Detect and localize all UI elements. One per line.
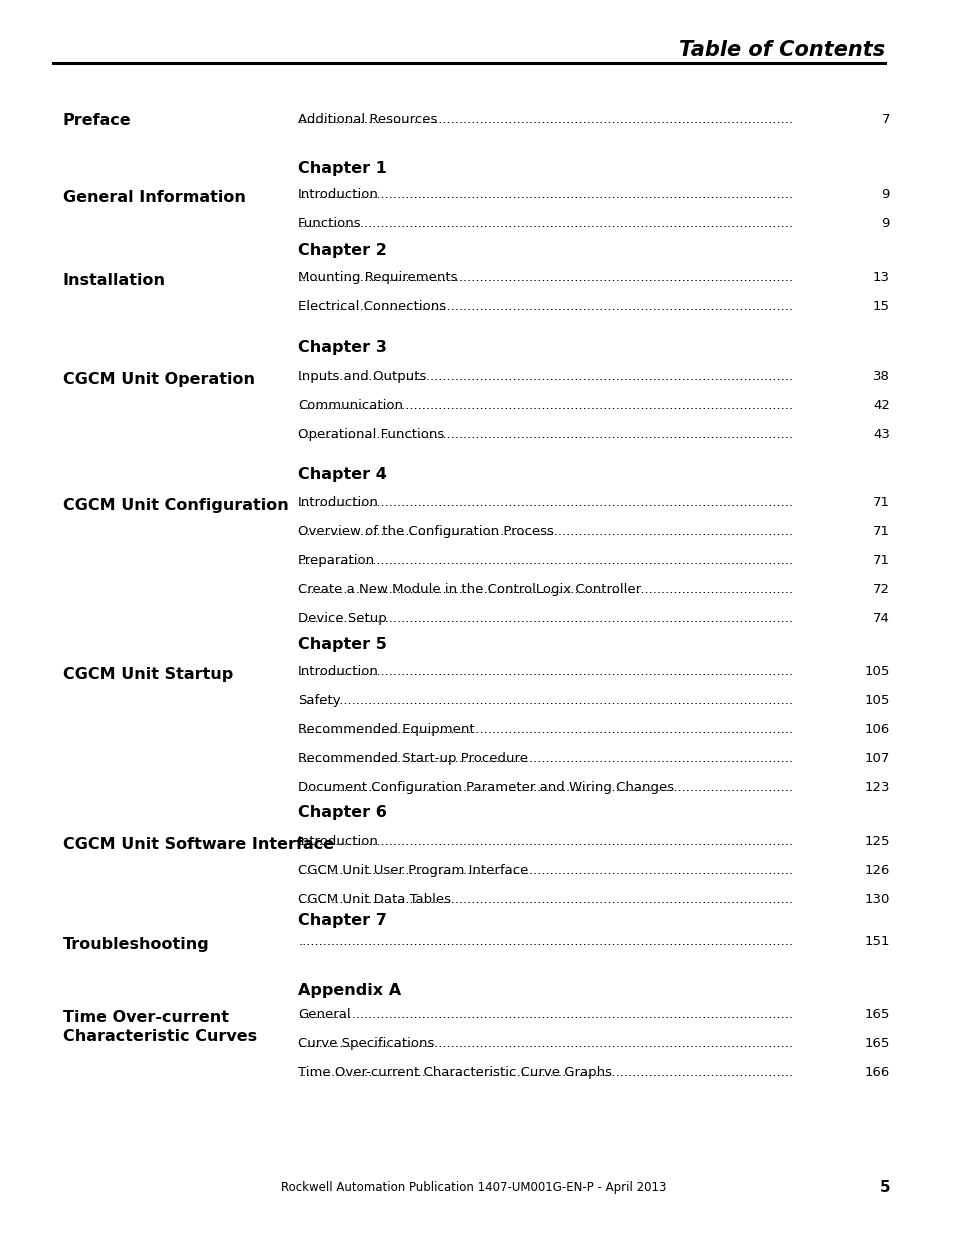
Text: Curve Specifications: Curve Specifications — [297, 1037, 434, 1050]
Text: ................................................................................: ........................................… — [298, 399, 793, 412]
Text: Overview of the Configuration Process: Overview of the Configuration Process — [297, 525, 554, 538]
Text: 105: 105 — [863, 694, 889, 706]
Text: CGCM Unit Data Tables: CGCM Unit Data Tables — [297, 893, 451, 906]
Text: 71: 71 — [872, 525, 889, 538]
Text: Mounting Requirements: Mounting Requirements — [297, 270, 457, 284]
Text: Safety: Safety — [297, 694, 340, 706]
Text: Device Setup: Device Setup — [297, 613, 386, 625]
Text: 43: 43 — [872, 429, 889, 441]
Text: ................................................................................: ........................................… — [298, 370, 793, 383]
Text: 9: 9 — [881, 217, 889, 230]
Text: ................................................................................: ........................................… — [298, 188, 793, 201]
Text: Recommended Start-up Procedure: Recommended Start-up Procedure — [297, 752, 527, 764]
Text: 125: 125 — [863, 835, 889, 848]
Text: ................................................................................: ........................................… — [298, 752, 793, 764]
Text: ................................................................................: ........................................… — [298, 694, 793, 706]
Text: Appendix A: Appendix A — [297, 983, 400, 998]
Text: ................................................................................: ........................................… — [298, 1037, 793, 1050]
Text: ................................................................................: ........................................… — [298, 613, 793, 625]
Text: 15: 15 — [872, 300, 889, 312]
Text: 9: 9 — [881, 188, 889, 201]
Text: ................................................................................: ........................................… — [298, 722, 793, 736]
Text: 42: 42 — [872, 399, 889, 412]
Text: CGCM Unit Operation: CGCM Unit Operation — [63, 372, 254, 387]
Text: Time Over-current
Characteristic Curves: Time Over-current Characteristic Curves — [63, 1010, 257, 1045]
Text: Electrical Connections: Electrical Connections — [297, 300, 446, 312]
Text: 123: 123 — [863, 781, 889, 794]
Text: 38: 38 — [872, 370, 889, 383]
Text: ................................................................................: ........................................… — [298, 781, 793, 794]
Text: Chapter 5: Chapter 5 — [297, 637, 387, 652]
Text: 74: 74 — [872, 613, 889, 625]
Text: Chapter 3: Chapter 3 — [297, 340, 387, 354]
Text: CGCM Unit Software Interface: CGCM Unit Software Interface — [63, 837, 334, 852]
Text: ................................................................................: ........................................… — [298, 525, 793, 538]
Text: General Information: General Information — [63, 190, 246, 205]
Text: Functions: Functions — [297, 217, 361, 230]
Text: Chapter 6: Chapter 6 — [297, 805, 387, 820]
Text: Installation: Installation — [63, 273, 166, 288]
Text: 5: 5 — [879, 1179, 889, 1194]
Text: 165: 165 — [863, 1008, 889, 1021]
Text: Troubleshooting: Troubleshooting — [63, 937, 210, 952]
Text: Communication: Communication — [297, 399, 402, 412]
Text: ................................................................................: ........................................… — [298, 835, 793, 848]
Text: ................................................................................: ........................................… — [298, 217, 793, 230]
Text: 13: 13 — [872, 270, 889, 284]
Text: Chapter 7: Chapter 7 — [297, 913, 387, 927]
Text: Additional Resources: Additional Resources — [297, 112, 436, 126]
Text: ................................................................................: ........................................… — [298, 429, 793, 441]
Text: Rockwell Automation Publication 1407-UM001G-EN-P - April 2013: Rockwell Automation Publication 1407-UM0… — [281, 1181, 666, 1193]
Text: Preparation: Preparation — [297, 555, 375, 567]
Text: ................................................................................: ........................................… — [298, 864, 793, 877]
Text: Chapter 4: Chapter 4 — [297, 467, 387, 482]
Text: 165: 165 — [863, 1037, 889, 1050]
Text: ................................................................................: ........................................… — [298, 555, 793, 567]
Text: 7: 7 — [881, 112, 889, 126]
Text: 151: 151 — [863, 935, 889, 948]
Text: 126: 126 — [863, 864, 889, 877]
Text: ................................................................................: ........................................… — [298, 583, 793, 597]
Text: 106: 106 — [863, 722, 889, 736]
Text: Document Configuration Parameter and Wiring Changes: Document Configuration Parameter and Wir… — [297, 781, 674, 794]
Text: CGCM Unit Configuration: CGCM Unit Configuration — [63, 498, 289, 513]
Text: ................................................................................: ........................................… — [298, 270, 793, 284]
Text: Chapter 2: Chapter 2 — [297, 243, 387, 258]
Text: ................................................................................: ........................................… — [298, 112, 793, 126]
Text: CGCM Unit User Program Interface: CGCM Unit User Program Interface — [297, 864, 528, 877]
Text: Inputs and Outputs: Inputs and Outputs — [297, 370, 426, 383]
Text: 71: 71 — [872, 555, 889, 567]
Text: ................................................................................: ........................................… — [298, 935, 793, 948]
Text: ................................................................................: ........................................… — [298, 664, 793, 678]
Text: ................................................................................: ........................................… — [298, 300, 793, 312]
Text: ................................................................................: ........................................… — [298, 893, 793, 906]
Text: Recommended Equipment: Recommended Equipment — [297, 722, 475, 736]
Text: 166: 166 — [863, 1066, 889, 1079]
Text: Table of Contents: Table of Contents — [679, 40, 884, 61]
Text: 107: 107 — [863, 752, 889, 764]
Text: Introduction: Introduction — [297, 496, 378, 509]
Text: 71: 71 — [872, 496, 889, 509]
Text: 72: 72 — [872, 583, 889, 597]
Text: ................................................................................: ........................................… — [298, 1008, 793, 1021]
Text: ................................................................................: ........................................… — [298, 1066, 793, 1079]
Text: 105: 105 — [863, 664, 889, 678]
Text: CGCM Unit Startup: CGCM Unit Startup — [63, 667, 233, 682]
Text: Operational Functions: Operational Functions — [297, 429, 444, 441]
Text: Time Over-current Characteristic Curve Graphs: Time Over-current Characteristic Curve G… — [297, 1066, 612, 1079]
Text: 130: 130 — [863, 893, 889, 906]
Text: Chapter 1: Chapter 1 — [297, 161, 387, 177]
Text: Introduction: Introduction — [297, 188, 378, 201]
Text: ................................................................................: ........................................… — [298, 496, 793, 509]
Text: Create a New Module in the ControlLogix Controller: Create a New Module in the ControlLogix … — [297, 583, 640, 597]
Text: Introduction: Introduction — [297, 835, 378, 848]
Text: Introduction: Introduction — [297, 664, 378, 678]
Text: General: General — [297, 1008, 351, 1021]
Text: Preface: Preface — [63, 112, 132, 128]
